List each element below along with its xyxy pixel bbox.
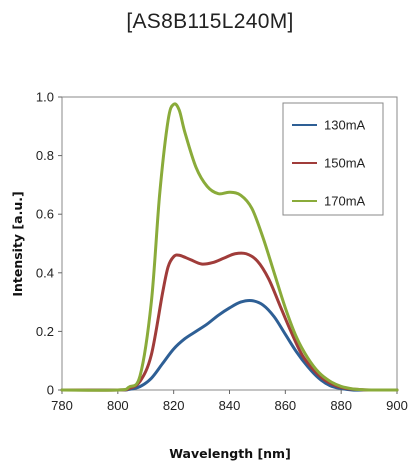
legend-box xyxy=(282,102,384,216)
legend-label: 150mA xyxy=(324,156,366,171)
series-line-170mA xyxy=(60,102,399,392)
y-tick-label: 0.2 xyxy=(36,324,54,339)
x-tick-label: 880 xyxy=(330,398,352,413)
chart-title: [AS8B115L240M] xyxy=(126,10,294,33)
x-tick-label: 860 xyxy=(274,398,296,413)
x-tick-label: 820 xyxy=(163,398,185,413)
y-tick-label: 0.4 xyxy=(36,265,54,280)
series-line-150mA xyxy=(60,251,399,392)
y-axis-title: Intensity [a.u.] xyxy=(10,191,25,296)
axes: 780 800 820 840 860 880 900 0 0.2 0.4 0.6 0.8 1.0 xyxy=(36,90,408,414)
x-tick-label: 900 xyxy=(386,398,408,413)
series-lines xyxy=(60,102,399,392)
x-axis-title: Wavelength [nm] xyxy=(169,446,291,461)
y-tick-label: 0.8 xyxy=(36,148,54,163)
x-tick-label: 800 xyxy=(107,398,129,413)
y-tick-label: 1.0 xyxy=(36,90,54,105)
x-tick-label: 780 xyxy=(51,398,73,413)
x-tick-label: 840 xyxy=(219,398,241,413)
y-tick-label: 0 xyxy=(47,383,54,398)
legend-label: 170mA xyxy=(324,194,366,209)
series-line-130mA xyxy=(60,298,399,392)
y-tick-label: 0.6 xyxy=(36,207,54,222)
legend: 130mA 150mA 170mA xyxy=(282,102,384,216)
legend-label: 130mA xyxy=(324,118,366,133)
